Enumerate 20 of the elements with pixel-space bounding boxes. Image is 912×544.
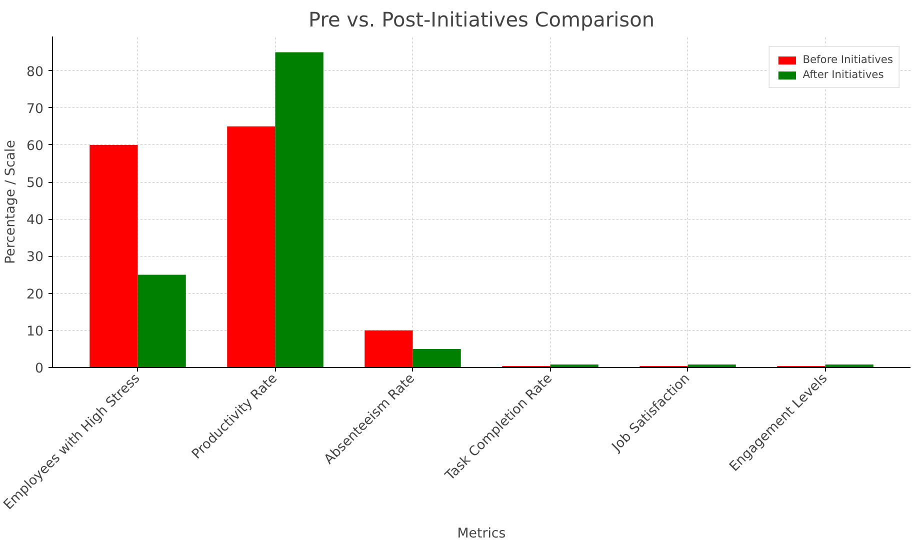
y-tick-label: 10	[26, 324, 44, 340]
bar	[412, 348, 461, 368]
bar	[364, 330, 413, 368]
x-axis-title: Metrics	[457, 526, 506, 542]
y-tick-label: 80	[26, 64, 44, 80]
y-tick-label: 50	[26, 176, 44, 192]
bar	[227, 126, 276, 368]
legend-label: After Initiatives	[802, 68, 884, 81]
y-tick-label: 20	[26, 287, 44, 302]
y-tick-label: 60	[26, 138, 44, 154]
chart-title: Pre vs. Post-Initiatives Comparison	[308, 8, 655, 32]
y-tick-label: 40	[26, 213, 44, 228]
legend-label: Before Initiatives	[802, 53, 893, 66]
y-tick-label: 0	[35, 362, 44, 376]
bar	[90, 144, 138, 368]
y-axis-title: Percentage / Scale	[4, 140, 19, 264]
bar	[275, 52, 324, 368]
y-tick-label: 70	[26, 102, 44, 117]
bar	[138, 274, 186, 368]
y-tick-label: 30	[26, 250, 44, 266]
